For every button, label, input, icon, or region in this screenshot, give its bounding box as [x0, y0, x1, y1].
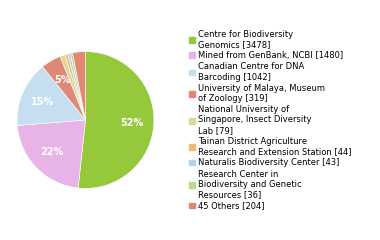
Text: 52%: 52% — [120, 118, 144, 127]
Wedge shape — [65, 54, 86, 120]
Wedge shape — [70, 53, 86, 120]
Text: 22%: 22% — [41, 147, 64, 157]
Text: 5%: 5% — [54, 75, 70, 85]
Text: 15%: 15% — [31, 97, 54, 107]
Wedge shape — [43, 56, 86, 120]
Wedge shape — [73, 52, 86, 120]
Wedge shape — [17, 120, 86, 188]
Wedge shape — [17, 67, 85, 126]
Wedge shape — [60, 55, 86, 120]
Wedge shape — [78, 52, 154, 188]
Wedge shape — [68, 53, 86, 120]
Legend: Centre for Biodiversity
Genomics [3478], Mined from GenBank, NCBI [1480], Canadi: Centre for Biodiversity Genomics [3478],… — [189, 30, 352, 210]
